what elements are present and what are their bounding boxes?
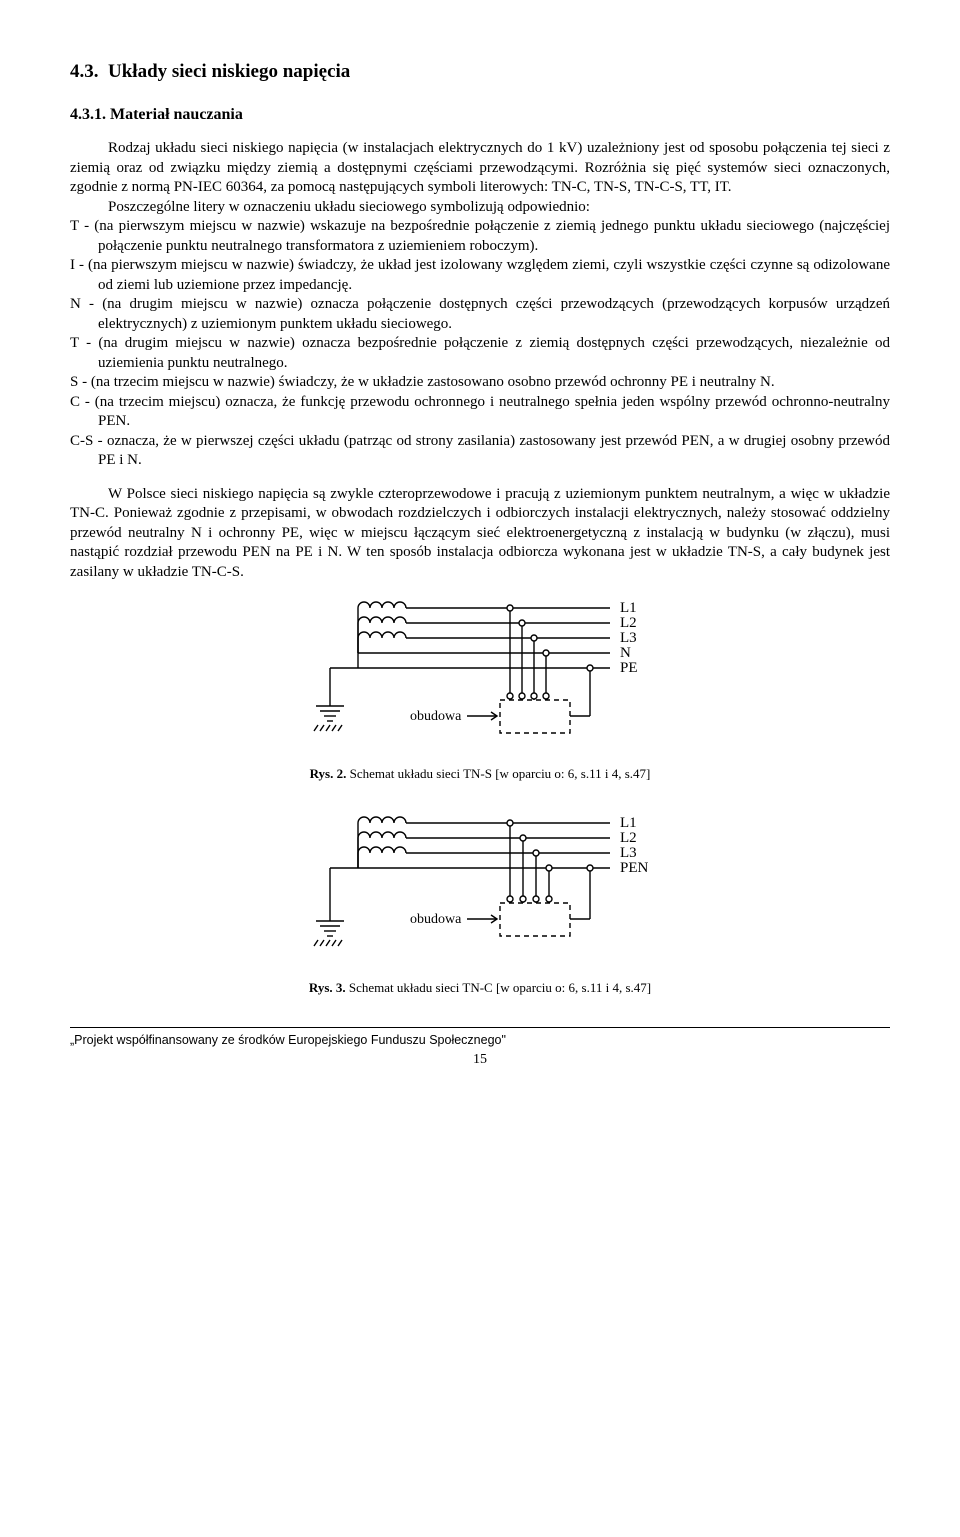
section-title-text: Układy sieci niskiego napięcia [108, 61, 350, 82]
def-I: I - (na pierwszym miejscu w nazwie) świa… [70, 256, 890, 295]
page-number: 15 [70, 1051, 890, 1069]
def-T-first: T - (na pierwszym miejscu w nazwie) wska… [70, 217, 890, 256]
label-PEN: PEN [620, 860, 649, 876]
paragraph-poland-text: W Polsce sieci niskiego napięcia są zwyk… [70, 486, 890, 580]
label-L3: L3 [620, 630, 637, 646]
caption-prefix: Rys. 2. [310, 766, 347, 781]
paragraph-defs-lead-text: Poszczególne litery w oznaczeniu układu … [108, 199, 590, 215]
paragraph-intro-text: Rodzaj układu sieci niskiego napięcia (w… [70, 140, 890, 195]
subsection-number: 4.3.1. [70, 106, 106, 123]
label-obudowa: obudowa [410, 709, 462, 724]
def-T-second: T - (na drugim miejscu w nazwie) oznacza… [70, 334, 890, 373]
section-heading: 4.3. Układy sieci niskiego napięcia [70, 60, 890, 85]
figure-tnc: L1 L2 L3 PEN obudowa [70, 803, 890, 975]
label-PE: PE [620, 660, 638, 676]
paragraph-defs-lead: Poszczególne litery w oznaczeniu układu … [70, 198, 890, 218]
label-L2: L2 [620, 830, 637, 846]
footer-rule [70, 1027, 890, 1028]
figure-tns-caption: Rys. 2. Schemat układu sieci TN-S [w opa… [70, 766, 890, 783]
label-L1: L1 [620, 815, 637, 831]
def-CS: C-S - oznacza, że w pierwszej części ukł… [70, 432, 890, 471]
label-L3: L3 [620, 845, 637, 861]
figure-tns: L1 L2 L3 N PE obudowa [70, 588, 890, 760]
section-number: 4.3. [70, 61, 99, 82]
label-N: N [620, 645, 631, 661]
figure-tnc-caption: Rys. 3. Schemat układu sieci TN-C [w opa… [70, 980, 890, 997]
label-L1: L1 [620, 600, 637, 616]
def-S: S - (na trzecim miejscu w nazwie) świadc… [70, 373, 890, 393]
def-N: N - (na drugim miejscu w nazwie) oznacza… [70, 295, 890, 334]
paragraph-poland: W Polsce sieci niskiego napięcia są zwyk… [70, 485, 890, 583]
label-obudowa: obudowa [410, 912, 462, 927]
caption-prefix: Rys. 3. [309, 980, 346, 995]
label-L2: L2 [620, 615, 637, 631]
def-C: C - (na trzecim miejscu) oznacza, że fun… [70, 393, 890, 432]
caption-text: Schemat układu sieci TN-S [w oparciu o: … [346, 766, 650, 781]
subsection-heading: 4.3.1. Materiał nauczania [70, 105, 890, 126]
paragraph-intro: Rodzaj układu sieci niskiego napięcia (w… [70, 139, 890, 198]
caption-text: Schemat układu sieci TN-C [w oparciu o: … [346, 980, 651, 995]
footer-text: „Projekt współfinansowany ze środków Eur… [70, 1032, 890, 1048]
definitions-list: T - (na pierwszym miejscu w nazwie) wska… [70, 217, 890, 471]
subsection-title-text: Materiał nauczania [110, 106, 243, 123]
